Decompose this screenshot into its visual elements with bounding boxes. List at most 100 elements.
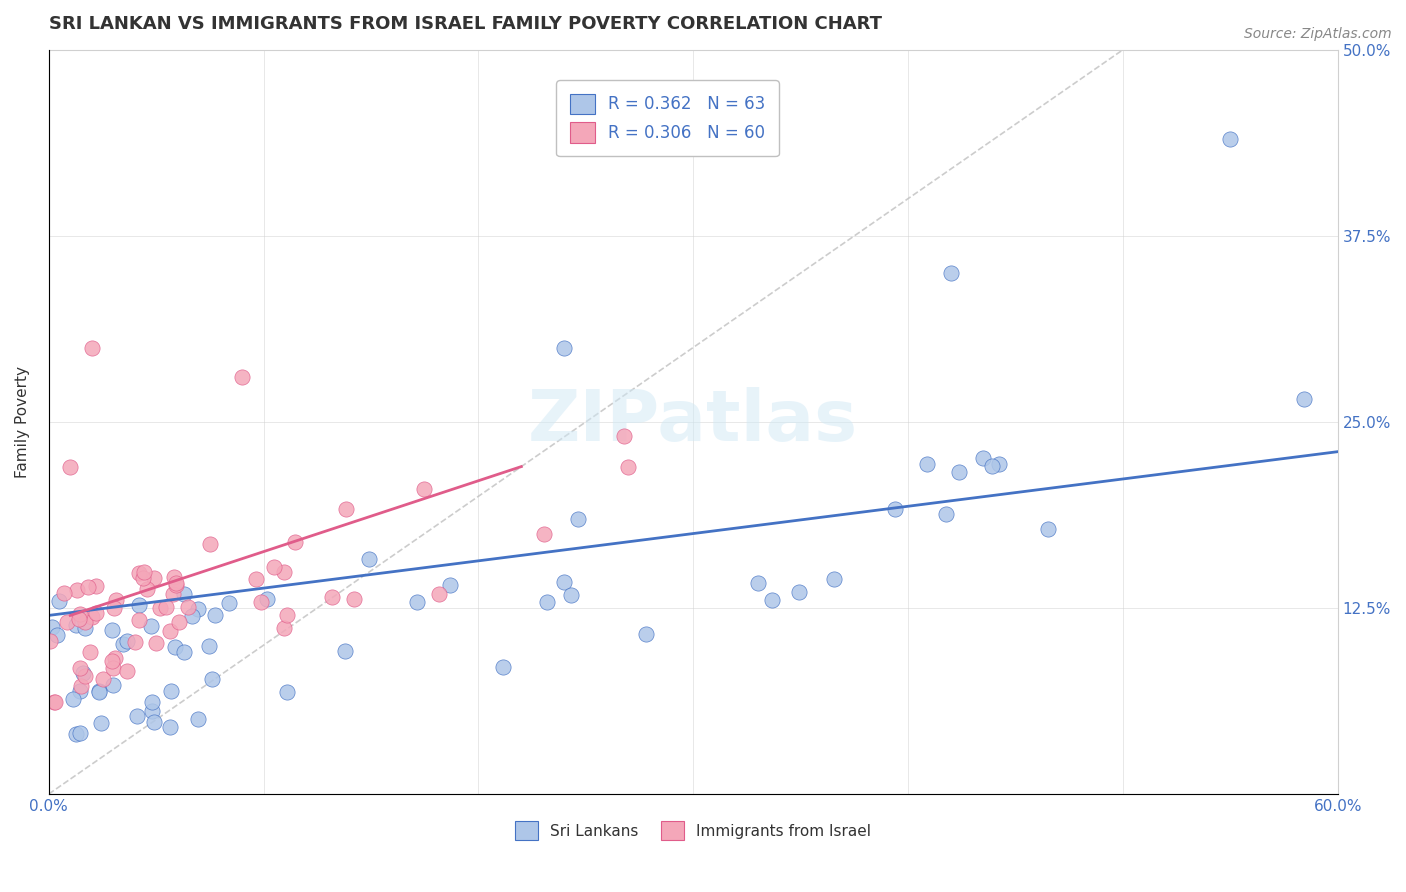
Point [972,450,994,465]
Point [200,537,222,551]
Point [65,618,87,632]
Point [250,595,273,609]
Point [204,608,226,623]
Point [917,457,939,471]
Point [48,593,70,607]
Point [256,592,278,607]
Point [84,579,107,593]
Point [101,678,124,692]
Point [617,460,640,475]
Point [65,726,87,740]
Point [124,635,146,649]
Point [1294,392,1316,406]
Point [335,501,357,516]
Point [59,459,82,474]
Point [761,593,783,607]
Point [41,620,63,634]
Point [44,695,66,709]
Point [634,627,657,641]
Point [536,595,558,609]
Point [145,636,167,650]
Point [45,628,67,642]
Point [218,596,240,610]
Point [104,592,127,607]
Point [149,600,172,615]
Point [988,458,1011,472]
Point [160,684,183,698]
Point [100,623,122,637]
Point [553,341,575,355]
Point [187,712,209,726]
Point [62,692,84,706]
Point [69,607,91,621]
Point [284,534,307,549]
Point [163,640,186,654]
Point [143,571,166,585]
Point [141,695,163,709]
Point [173,645,195,659]
Point [201,672,224,686]
Y-axis label: Family Poverty: Family Poverty [15,366,30,478]
Point [553,575,575,590]
Point [935,507,957,521]
Point [91,672,114,686]
Point [406,595,429,609]
Point [789,584,811,599]
Point [76,580,98,594]
Point [142,714,165,729]
Point [167,615,190,629]
Point [939,266,962,280]
Point [492,660,515,674]
Point [38,634,60,648]
Point [231,370,253,384]
Point [567,512,589,526]
Point [135,582,157,596]
Point [163,570,186,584]
Point [103,600,125,615]
Point [115,633,138,648]
Point [263,560,285,574]
Point [128,613,150,627]
Point [439,578,461,592]
Point [131,571,153,585]
Point [42,695,65,709]
Point [165,577,187,591]
Point [177,600,200,615]
Point [87,684,110,698]
Point [747,576,769,591]
Point [429,586,451,600]
Point [101,661,124,675]
Point [276,608,298,623]
Point [69,683,91,698]
Point [273,621,295,635]
Text: SRI LANKAN VS IMMIGRANTS FROM ISRAEL FAMILY POVERTY CORRELATION CHART: SRI LANKAN VS IMMIGRANTS FROM ISRAEL FAM… [49,15,882,33]
Point [69,661,91,675]
Point [162,587,184,601]
Point [70,679,93,693]
Point [276,685,298,699]
Point [335,644,357,658]
Point [159,624,181,638]
Point [613,429,636,443]
Point [1219,132,1241,146]
Point [127,709,149,723]
Point [128,599,150,613]
Point [159,721,181,735]
Point [412,482,434,496]
Point [165,576,187,591]
Point [321,590,343,604]
Point [69,726,91,740]
Point [80,341,103,355]
Legend: Sri Lankans, Immigrants from Israel: Sri Lankans, Immigrants from Israel [509,815,877,846]
Point [90,716,112,731]
Point [155,599,177,614]
Point [82,610,104,624]
Point [823,572,845,586]
Point [73,668,96,682]
Point [173,587,195,601]
Point [56,615,79,629]
Point [180,609,202,624]
Point [197,639,219,653]
Point [1036,522,1059,536]
Point [79,644,101,658]
